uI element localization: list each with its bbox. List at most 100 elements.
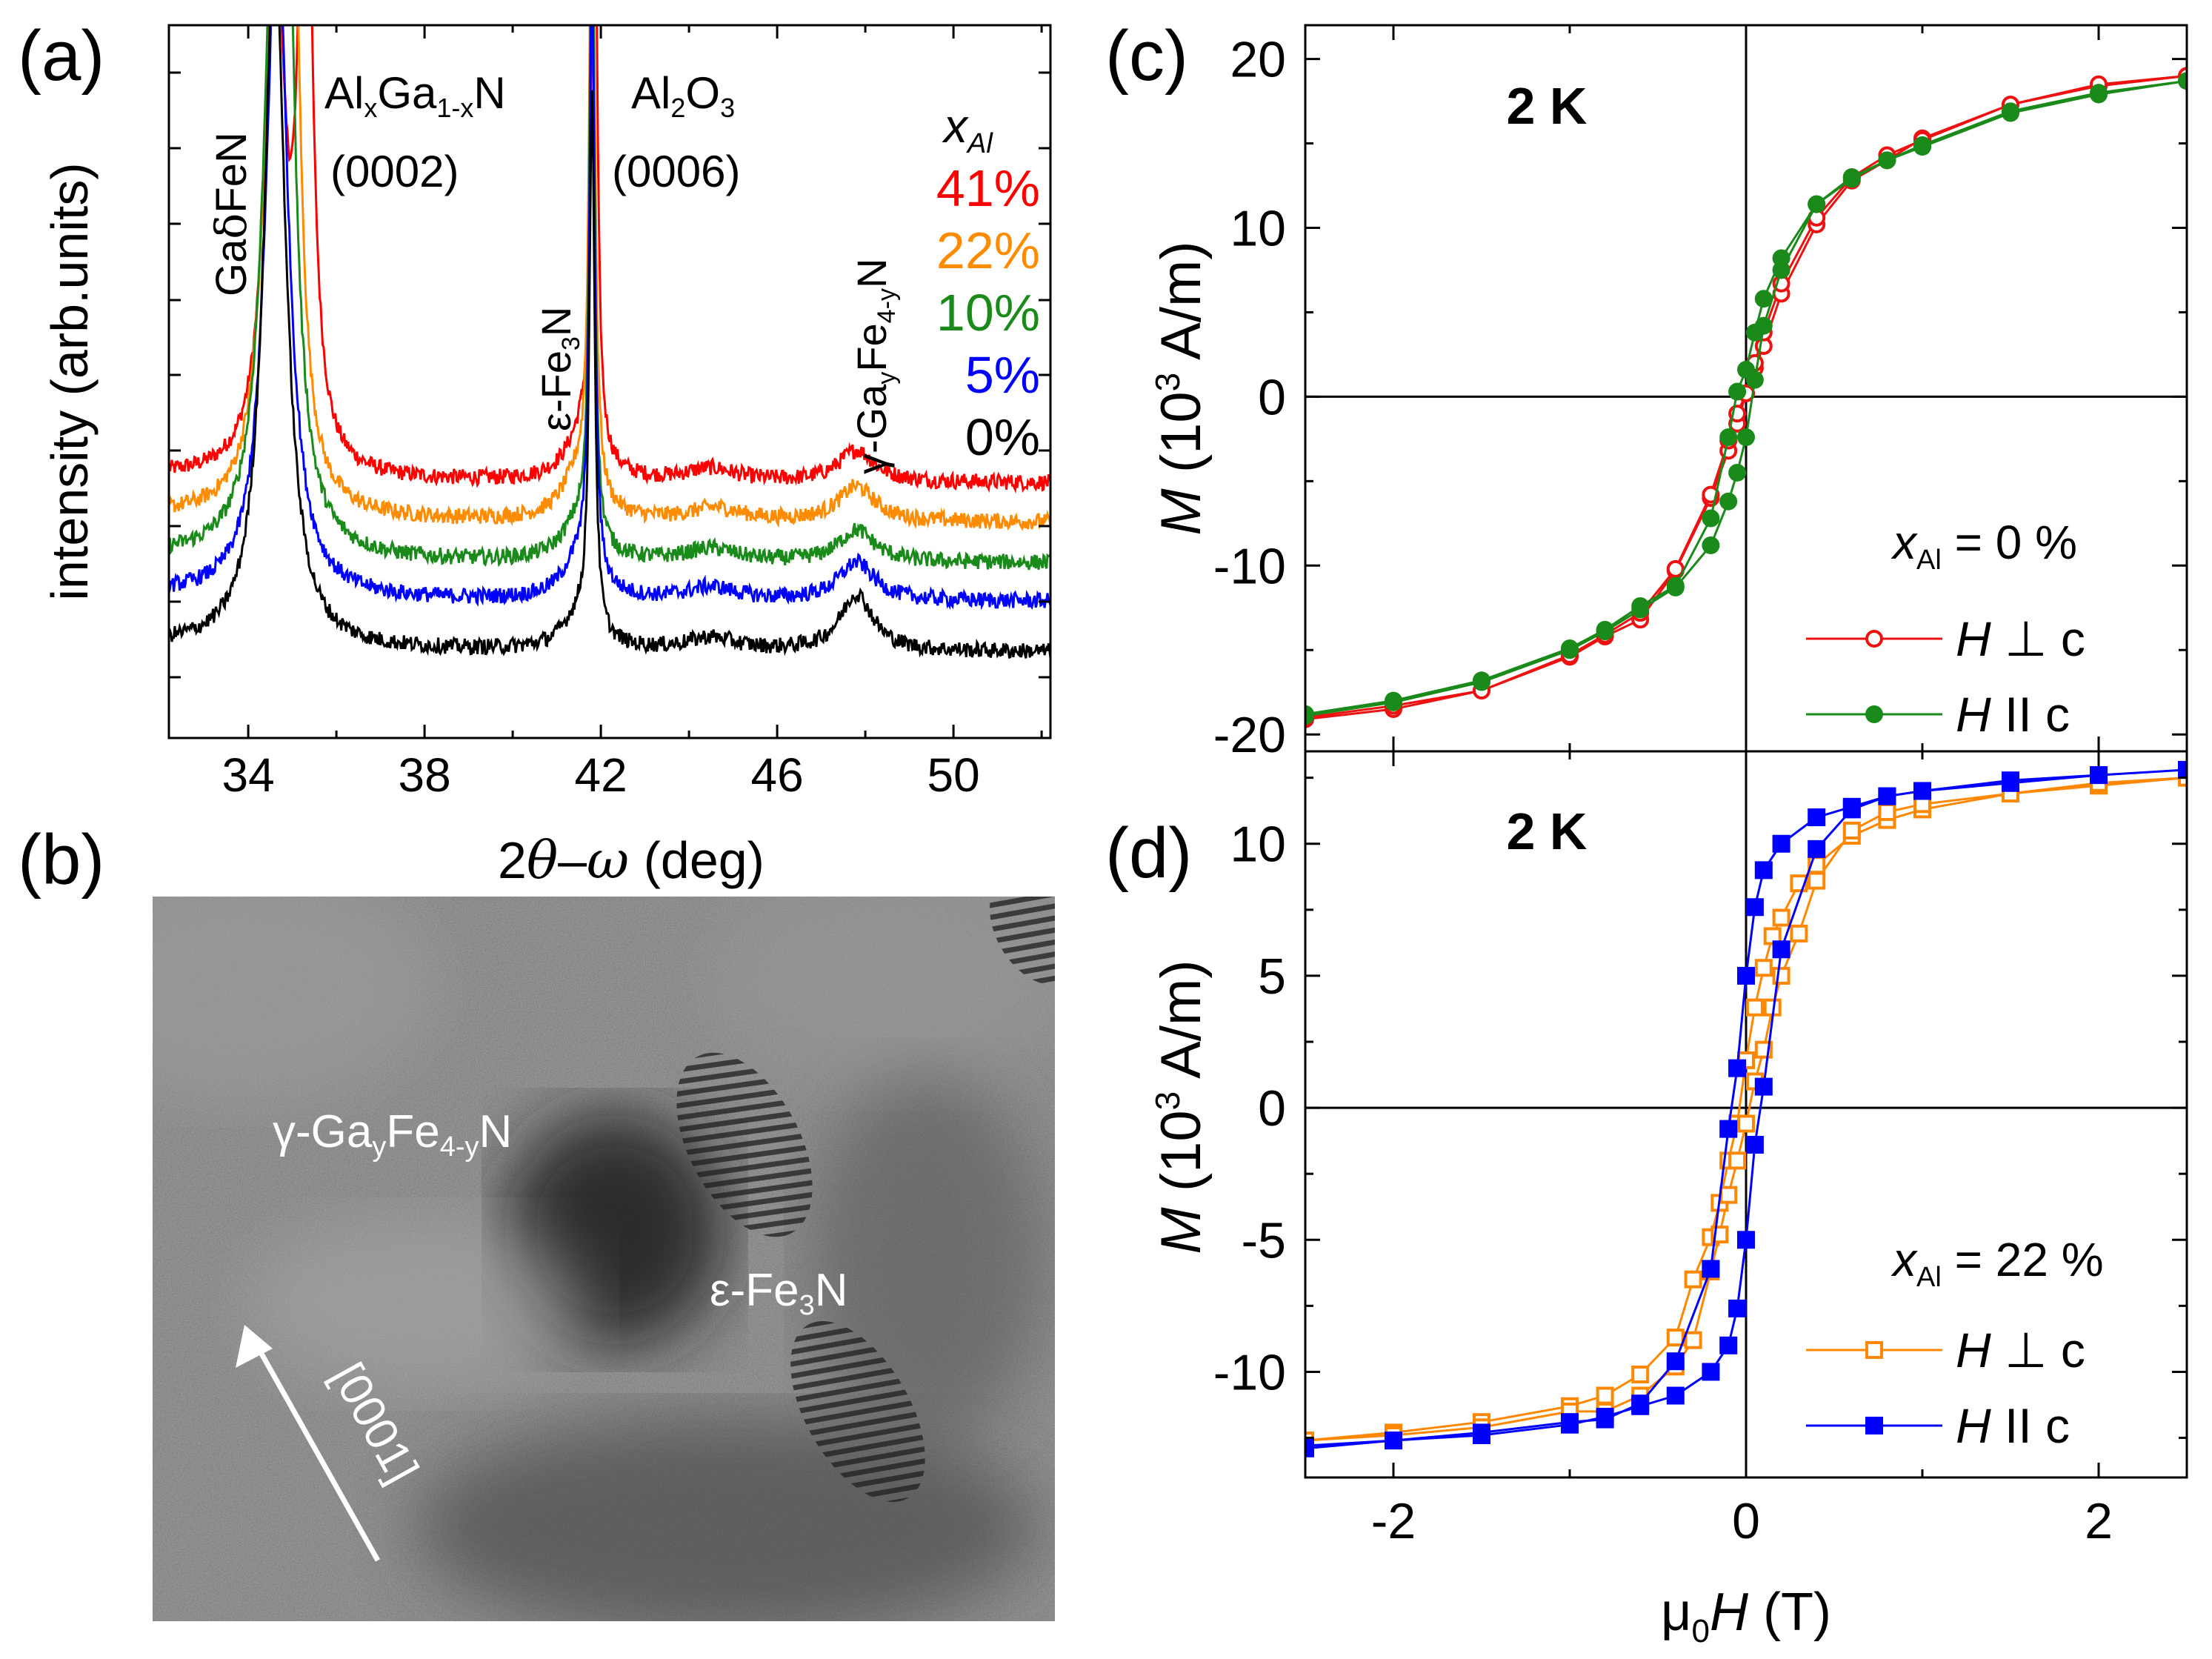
- d-y-tick-label: 10: [1230, 817, 1286, 873]
- c-line-1: [1305, 79, 2187, 717]
- panel-d-label: (d): [1105, 814, 1192, 893]
- tem-label-gamma: γ-GayFe4-yN: [273, 1106, 512, 1163]
- c-point: [1305, 705, 1314, 723]
- c-x-axis: [1392, 25, 2100, 751]
- c-y-tick-label: 0: [1258, 369, 1286, 425]
- xrd-plot-frame: [167, 24, 1052, 739]
- annotation-algan: AlxGa1-xN: [324, 68, 506, 123]
- d-zero-lines: [1305, 751, 2187, 1477]
- fringe-region-top: [676, 1052, 813, 1237]
- c-point: [1473, 671, 1490, 690]
- d-point: [1684, 1331, 1702, 1349]
- panel-a-label: (a): [18, 16, 104, 96]
- mh-x-axis-title: μ0H (T): [1661, 1583, 1831, 1649]
- c-point: [2178, 72, 2187, 90]
- c-y-tick-label: 20: [1230, 32, 1286, 88]
- d-x-tick-label: -2: [1371, 1493, 1416, 1549]
- c-legend-par-label: H II c: [1956, 687, 2070, 742]
- d-point: [1631, 1394, 1650, 1413]
- xrd-x-tick-label: 50: [927, 748, 980, 802]
- d-y-axis: -10 -5 0 5 10: [1213, 777, 2187, 1440]
- d-curves: [1305, 760, 2187, 1457]
- d-point: [1842, 821, 1861, 840]
- d-point: [1666, 1329, 1685, 1347]
- d-point: [1737, 1231, 1755, 1249]
- tem-panel: (b) γ-GayFe4-yN ε-Fe3N [0001]: [18, 820, 1055, 1621]
- c-point: [2002, 104, 2019, 122]
- d-x-tick-label: 2: [2085, 1493, 2113, 1549]
- d-line-1: [1305, 768, 2187, 1450]
- xrd-legend-item: 0%: [965, 408, 1040, 466]
- c-y-axis-title: M (103 A/m): [1148, 241, 1213, 535]
- d-point: [1808, 808, 1826, 827]
- c-point: [1719, 428, 1738, 447]
- xrd-panel: (a) 34 38 42 46 50 2θ–ω (deg) intensity (arb…: [18, 16, 1052, 891]
- c-point: [1702, 509, 1720, 528]
- d-point: [1305, 1437, 1314, 1455]
- d-legend-title: xAl = 22 %: [1890, 1233, 2104, 1293]
- panel-b-label: (b): [18, 820, 104, 900]
- c-point: [1772, 249, 1790, 267]
- d-point: [1666, 1352, 1685, 1371]
- xrd-curves: [169, 25, 1050, 659]
- d-point: [1772, 834, 1790, 853]
- d-point: [1561, 1413, 1579, 1432]
- xrd-series-0pct: [169, 25, 1050, 659]
- d-point: [1728, 1299, 1747, 1317]
- d-legend: [1806, 1341, 1942, 1434]
- c-point: [1666, 576, 1685, 595]
- d-y-tick-label: 5: [1258, 948, 1286, 1005]
- d-y-tick-label: 0: [1258, 1080, 1286, 1137]
- c-legend: [1806, 630, 1942, 723]
- d-point: [1596, 1410, 1614, 1429]
- panel-c-label: (c): [1105, 16, 1188, 96]
- d-point: [1842, 797, 1861, 816]
- xrd-series-10pct: [169, 25, 1050, 571]
- c-point: [1808, 195, 1826, 213]
- d-y-tick-label: -10: [1213, 1344, 1286, 1400]
- d-point: [1728, 1151, 1747, 1170]
- d-point: [1754, 1077, 1773, 1096]
- d-point: [2090, 766, 2108, 785]
- xrd-x-tick-label: 34: [222, 748, 275, 802]
- xrd-x-axis-title: 2θ–ω (deg): [498, 830, 764, 891]
- d-point: [1772, 966, 1790, 985]
- d-y-tick-label: -5: [1242, 1212, 1286, 1269]
- c-line-0: [1305, 74, 2187, 721]
- d-point: [1719, 1120, 1738, 1138]
- c-legend-marker: [1865, 705, 1883, 723]
- d-point: [1754, 959, 1773, 977]
- mh-panel-c: (c) -20 -10 0 10 20 2 K M (103 A/m) xAl = 0 …: [1105, 16, 2188, 763]
- d-point: [1913, 782, 1931, 800]
- annotation-algan-hkl: (0002): [330, 147, 459, 196]
- xrd-x-tick-label: 46: [751, 748, 804, 802]
- c-point: [1719, 492, 1738, 511]
- d-point: [1745, 898, 1764, 917]
- d-point: [1666, 1386, 1685, 1405]
- c-point: [2090, 85, 2108, 104]
- c-point: [1878, 151, 1896, 170]
- d-point: [1473, 1423, 1490, 1442]
- xrd-series-22pct: [169, 25, 1050, 531]
- d-point: [1596, 1386, 1614, 1405]
- mh-panel-d: (d) -10 -5 0 5 10 -2 0 2 2 K M (103 A/m) xAl =…: [1105, 750, 2188, 1649]
- c-legend-title: xAl = 0 %: [1890, 516, 2077, 576]
- fringe-region-corner: [990, 897, 1055, 985]
- d-point: [1702, 1363, 1720, 1381]
- d-point: [1808, 840, 1826, 858]
- d-point: [1754, 861, 1773, 880]
- d-x-tick-label: 0: [1732, 1493, 1760, 1549]
- d-legend-marker: [1865, 1417, 1883, 1434]
- d-point: [1737, 1114, 1755, 1133]
- d-y-axis-title: M (103 A/m): [1148, 960, 1213, 1254]
- xrd-legend-item: 10%: [936, 284, 1040, 342]
- d-point: [1702, 1260, 1720, 1278]
- annotation-epsilon-fe3n: ε-Fe3N: [533, 307, 585, 431]
- c-y-axis: -20 -10 0 10 20: [1213, 32, 2187, 763]
- annotation-gamma-gafen: γ-GayFe4-yN: [848, 259, 901, 474]
- xrd-x-axis: 34 38 42 46 50: [222, 25, 1043, 802]
- d-point: [1684, 1270, 1702, 1289]
- direction-arrow-head: [236, 1325, 273, 1368]
- c-point: [1913, 138, 1931, 156]
- xrd-legend-item: 5%: [965, 346, 1040, 404]
